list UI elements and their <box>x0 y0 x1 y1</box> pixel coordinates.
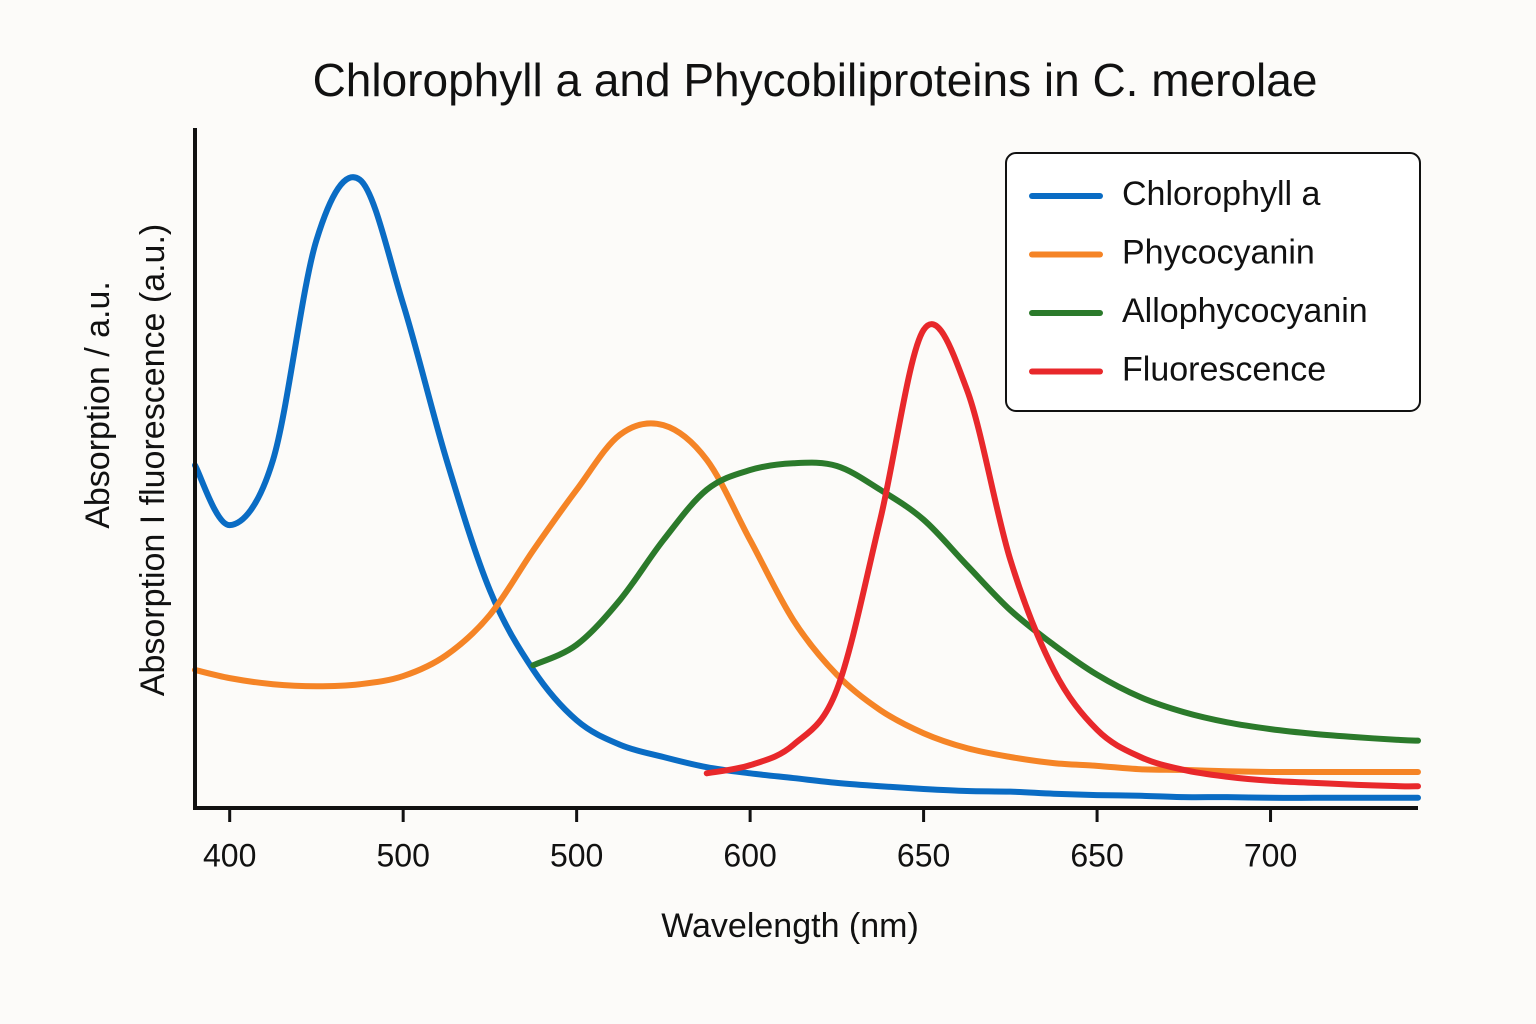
series-line <box>192 420 1421 776</box>
x-tick-label: 400 <box>203 837 256 873</box>
x-tick-label: 500 <box>376 837 429 873</box>
x-tick-label: 650 <box>897 837 950 873</box>
legend-label: Chlorophyll a <box>1122 175 1321 213</box>
x-tick-label: 500 <box>550 837 603 873</box>
legend-label: Phycocyanin <box>1122 233 1315 271</box>
legend-label: Allophycocyanin <box>1122 292 1368 330</box>
y-axis-label: Absorption I fluorescence (a.u.) <box>134 224 172 696</box>
legend-label: Fluorescence <box>1122 350 1326 388</box>
chart-title: Chlorophyll a and Phycobiliproteins in C… <box>313 54 1318 106</box>
legend-box <box>1005 152 1421 412</box>
x-tick-label: 700 <box>1244 837 1297 873</box>
series-line <box>703 321 1421 790</box>
x-axis-label: Wavelength (nm) <box>661 907 919 945</box>
y-axis-label: Absorption / a.u. <box>79 281 117 529</box>
x-tick-label: 650 <box>1070 837 1123 873</box>
x-tick-label: 600 <box>723 837 776 873</box>
series-line <box>530 459 1421 744</box>
series-line <box>192 174 1421 801</box>
